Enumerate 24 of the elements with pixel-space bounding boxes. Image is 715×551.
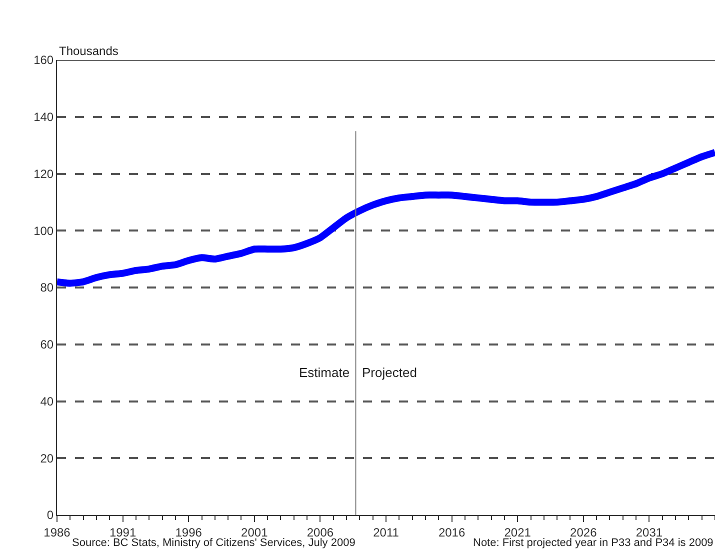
y-tick-label: 80 [40, 280, 54, 295]
y-tick-label: 100 [34, 224, 54, 238]
y-tick-label: 60 [40, 338, 54, 352]
y-tick-label: 140 [34, 110, 54, 124]
x-tick-label: 2021 [504, 525, 532, 540]
x-tick-label: 2011 [373, 525, 400, 540]
source-note: Source: BC Stats, Ministry of Citizens' Services, July 2009 [72, 537, 356, 549]
y-tick-label: 160 [34, 53, 54, 68]
y-tick-label: 20 [40, 451, 54, 466]
x-tick-label: 1986 [44, 525, 71, 540]
y-tick-label: 0 [46, 508, 54, 522]
x-tick-label: 2031 [636, 525, 663, 540]
x-tick-label: 1996 [175, 525, 202, 540]
x-tick-label: 1991 [109, 525, 136, 540]
y-axis-title: Thousands [59, 44, 118, 58]
annotation: Estimate [299, 365, 350, 380]
x-tick-label: 2006 [306, 525, 334, 540]
x-tick-label: 2026 [570, 525, 598, 540]
text: Note: First projected year in P33 and P34 is 2009 [473, 537, 714, 549]
annotation: Projected [362, 365, 417, 380]
y-tick-label: 40 [40, 394, 54, 408]
x-tick-label: 2016 [438, 525, 466, 540]
y-tick-label: 120 [34, 166, 54, 181]
x-tick-label: 2001 [241, 525, 268, 540]
